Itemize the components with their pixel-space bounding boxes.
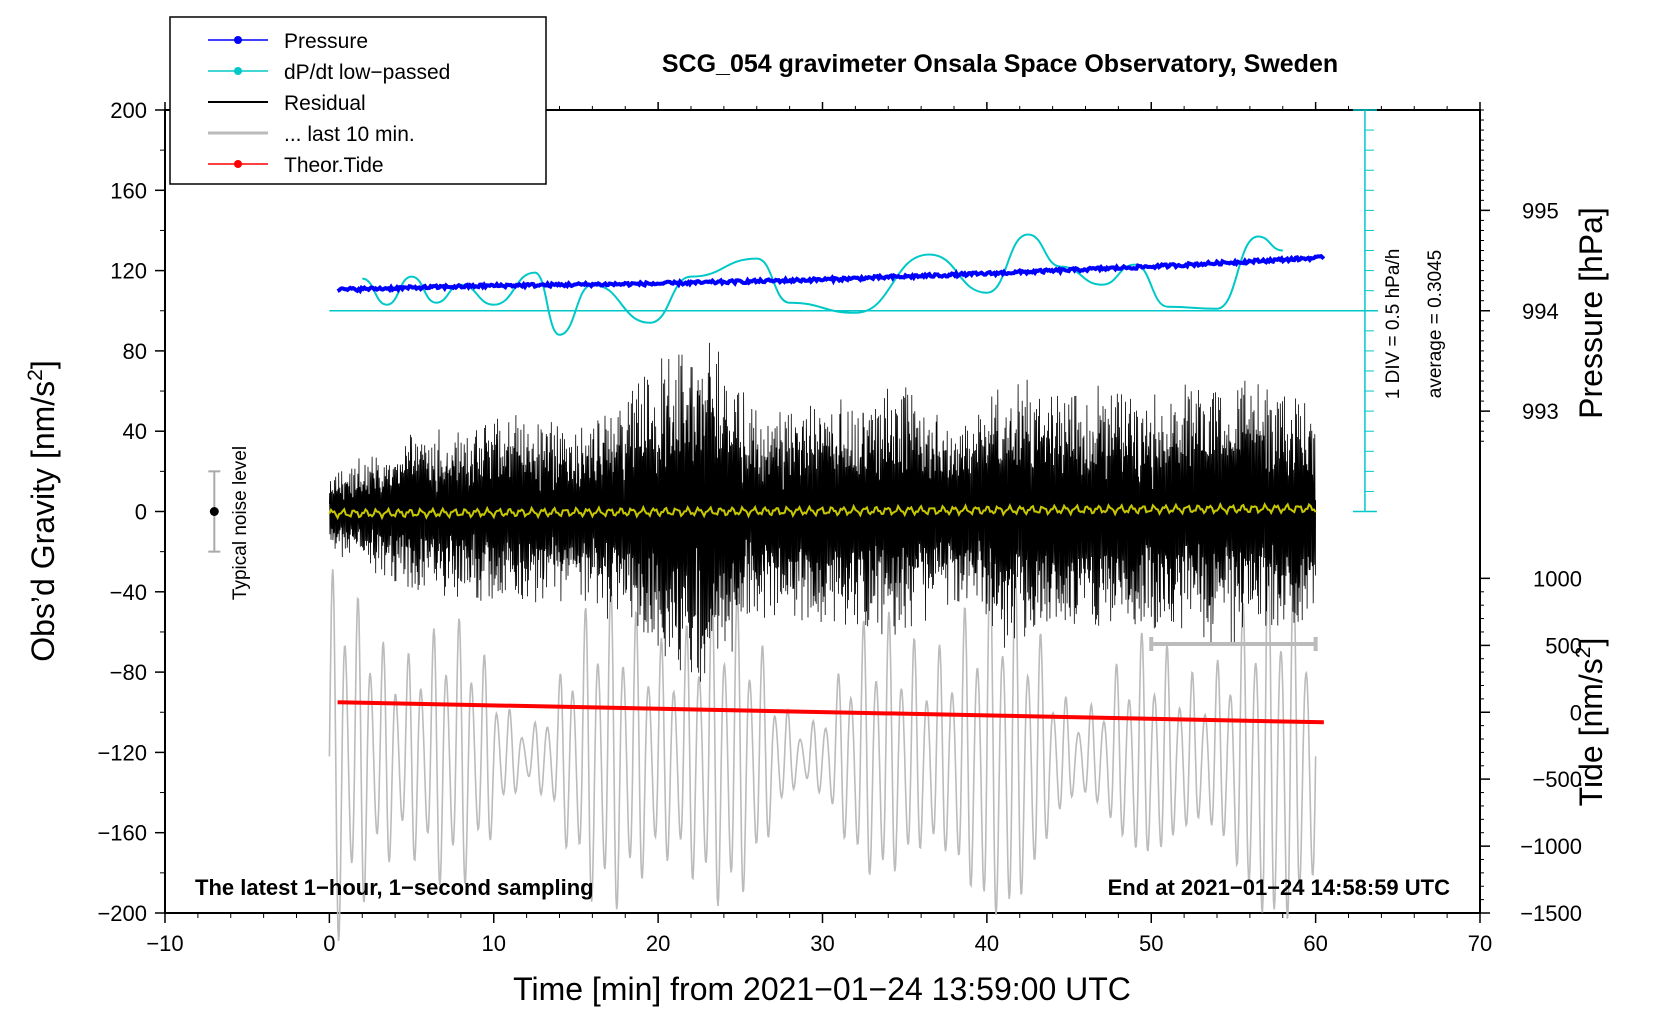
tide-tick-label: 0: [1570, 700, 1582, 725]
series-smoothed-residual-line: [328, 501, 1317, 521]
legend-marker-tide: [234, 160, 242, 168]
y-tick-label: −40: [110, 580, 147, 605]
x-tick-label: −10: [146, 931, 183, 956]
y-axis-left-title: Obs’d Gravity [nm/s2]: [24, 360, 61, 662]
y-tick-label: 120: [110, 259, 147, 284]
pressure-tick-label: 994: [1522, 299, 1559, 324]
data-series: [328, 109, 1378, 942]
pressure-tick-label: 995: [1522, 198, 1559, 223]
legend-entry-tide: Theor.Tide: [208, 154, 384, 177]
y-tick-label: −80: [110, 660, 147, 685]
legend-label-pressure: Pressure: [284, 30, 368, 53]
annotation-sampling: The latest 1−hour, 1−second sampling: [195, 875, 594, 900]
tide-tick-label: −1000: [1520, 834, 1582, 859]
tide-tick-label: 1000: [1533, 566, 1582, 591]
y-axis-pressure-title: Pressure [hPa]: [1573, 207, 1609, 419]
series-pressure-line: [336, 253, 1326, 295]
series-tide-line: [337, 700, 1324, 725]
y-left-title-base: Obs’d Gravity [nm/s: [25, 381, 61, 662]
annotations-layer: [208, 470, 1318, 651]
series-last10-line: [328, 550, 1317, 942]
pressure-tick-label: 993: [1522, 399, 1559, 424]
legend-entry-pressure: Pressure: [208, 30, 368, 53]
tide-title-end: ]: [1573, 638, 1609, 647]
legend-marker-pressure: [234, 36, 242, 44]
y-tick-label: −120: [97, 740, 147, 765]
y-left-title-sup: 2: [24, 369, 47, 381]
x-tick-label: 30: [810, 931, 834, 956]
legend-label-last10: ... last 10 min.: [284, 123, 415, 146]
annotation-end-time: End at 2021−01−24 14:58:59 UTC: [1108, 875, 1451, 900]
noise-level-label: Typical noise level: [230, 446, 251, 600]
x-tick-label: 50: [1139, 931, 1163, 956]
dpdt-scale-label: 1 DIV = 0.5 hPa/h: [1383, 249, 1404, 400]
legend-label-residual: Residual: [284, 92, 366, 115]
x-tick-label: 10: [482, 931, 506, 956]
dpdt-average-label: average = 0.3045: [1425, 250, 1446, 398]
tide-tick-label: 500: [1545, 633, 1582, 658]
x-tick-label: 40: [975, 931, 999, 956]
legend-label-tide: Theor.Tide: [284, 154, 384, 177]
tide-tick-label: −1500: [1520, 901, 1582, 926]
x-tick-label: 70: [1468, 931, 1492, 956]
legend-box: [169, 16, 547, 185]
y-tick-label: −200: [97, 901, 147, 926]
tide-title-sup: 2: [1572, 647, 1595, 659]
x-tick-label: 60: [1303, 931, 1327, 956]
series-residual-line: [329, 342, 1316, 682]
tide-tick-label: −500: [1532, 767, 1582, 792]
x-axis-title: Time [min] from 2021−01−24 13:59:00 UTC: [513, 971, 1131, 1007]
y-left-title-end: ]: [25, 360, 61, 369]
y-tick-label: 80: [123, 339, 147, 364]
axis-ticks: −10 0 10 20 30 40 50 60 70 200 160 120 80 40 0 −40 −80 −1…: [97, 98, 1582, 956]
y-axis-tide-title: Tide [nm/s2]: [1572, 638, 1609, 807]
x-tick-label: 20: [646, 931, 670, 956]
chart-title: SCG_054 gravimeter Onsala Space Observat…: [662, 50, 1338, 78]
legend-label-dpdt: dP/dt low−passed: [284, 61, 450, 84]
y-tick-label: 0: [135, 500, 147, 525]
y-tick-label: 160: [110, 178, 147, 203]
y-tick-label: −160: [97, 821, 147, 846]
legend: Pressure dP/dt low−passed Residual ... l…: [169, 16, 547, 185]
noise-level-dot: [209, 507, 219, 516]
legend-entry-residual: Residual: [208, 92, 366, 115]
y-tick-label: 40: [123, 419, 147, 444]
legend-marker-dpdt: [234, 67, 242, 75]
x-tick-label: 0: [323, 931, 335, 956]
legend-entry-dpdt: dP/dt low−passed: [208, 61, 450, 84]
tide-title-base: Tide [nm/s: [1573, 658, 1609, 806]
legend-entry-last10: ... last 10 min.: [208, 123, 415, 146]
y-tick-label: 200: [110, 98, 147, 123]
